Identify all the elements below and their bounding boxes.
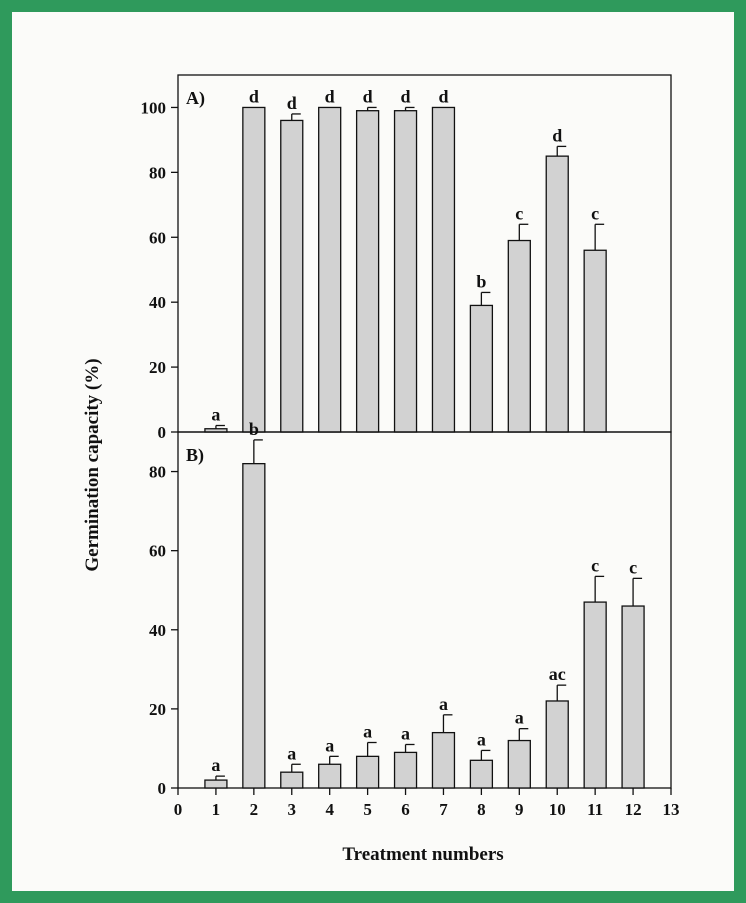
- y-tick-label: 20: [149, 358, 166, 377]
- panel-label: B): [186, 445, 204, 466]
- panel-a: 0 20 40 60 80 100 A) a d d d d d d b c d c: [141, 74, 672, 442]
- x-tick-label: 3: [288, 800, 297, 819]
- significance-label: b: [249, 419, 259, 439]
- x-tick-label: 1: [212, 800, 221, 819]
- x-axis: 0 1 2 3 4 5 6 7 8 9 10 11 12 13: [174, 788, 680, 819]
- x-tick-label: 4: [325, 800, 334, 819]
- bar: [280, 119, 304, 433]
- bar: [583, 249, 607, 433]
- y-tick-label: 80: [149, 163, 166, 182]
- panel-b: 0 20 40 60 80 B) a b a a a a a a a ac c c: [149, 419, 672, 798]
- y-axis-title: Germination capacity (%): [82, 358, 103, 571]
- significance-label: c: [591, 555, 599, 575]
- significance-label: d: [249, 86, 259, 106]
- x-tick-label: 2: [250, 800, 259, 819]
- x-tick-label: 9: [515, 800, 524, 819]
- y-tick-label: 40: [149, 621, 166, 640]
- x-tick-label: 12: [625, 800, 642, 819]
- panel-label: A): [186, 88, 205, 109]
- x-tick-label: 0: [174, 800, 183, 819]
- bar: [545, 700, 569, 789]
- significance-label: ac: [549, 664, 566, 684]
- significance-label: a: [477, 729, 486, 749]
- significance-label: d: [287, 93, 297, 113]
- bar: [393, 751, 418, 789]
- significance-label: d: [438, 86, 448, 106]
- bar: [280, 771, 304, 789]
- significance-label: a: [515, 708, 524, 728]
- bar: [355, 110, 380, 433]
- x-tick-label: 11: [587, 800, 603, 819]
- significance-label: d: [363, 86, 373, 106]
- panel-frame: [177, 431, 672, 789]
- bar: [583, 601, 607, 789]
- x-axis-title: Treatment numbers: [342, 844, 503, 865]
- significance-label: a: [211, 405, 220, 425]
- significance-label: a: [401, 723, 410, 743]
- significance-label: d: [401, 86, 411, 106]
- bar: [507, 239, 531, 433]
- bar: [469, 304, 494, 433]
- y-tick-label: 80: [149, 463, 166, 482]
- bar: [469, 759, 494, 789]
- bar: [355, 755, 380, 789]
- bar: [318, 106, 342, 433]
- y-tick-label: 20: [149, 700, 166, 719]
- significance-label: a: [287, 743, 296, 763]
- bar: [431, 731, 456, 789]
- bar: [204, 779, 228, 789]
- significance-label: d: [325, 86, 335, 106]
- significance-label: a: [211, 755, 220, 775]
- x-tick-label: 7: [439, 800, 448, 819]
- bar: [242, 462, 266, 789]
- y-tick-label: 0: [158, 779, 167, 798]
- bar: [545, 155, 569, 433]
- bar: [318, 763, 342, 789]
- y-tick-label: 60: [149, 542, 166, 561]
- significance-label: a: [439, 694, 448, 714]
- y-tick-label: 60: [149, 228, 166, 247]
- bar: [431, 106, 456, 433]
- significance-label: b: [476, 271, 486, 291]
- significance-label: c: [591, 203, 599, 223]
- significance-label: a: [363, 722, 372, 742]
- x-tick-label: 10: [549, 800, 566, 819]
- significance-label: c: [629, 557, 637, 577]
- x-tick-label: 8: [477, 800, 486, 819]
- x-tick-label: 5: [363, 800, 372, 819]
- bar: [242, 106, 266, 433]
- y-tick-label: 0: [158, 423, 167, 442]
- x-tick-label: 13: [663, 800, 680, 819]
- figure-frame: 0 20 40 60 80 100 A) a d d d d d d b c d c 0 20 40 60 80 B) a b a…: [12, 12, 734, 891]
- x-tick-label: 6: [401, 800, 410, 819]
- significance-label: d: [552, 125, 562, 145]
- y-tick-label: 100: [141, 98, 167, 117]
- bar: [507, 739, 531, 789]
- bar: [393, 110, 418, 433]
- significance-label: a: [325, 735, 334, 755]
- significance-label: c: [515, 203, 523, 223]
- y-tick-label: 40: [149, 293, 166, 312]
- bar: [621, 605, 645, 789]
